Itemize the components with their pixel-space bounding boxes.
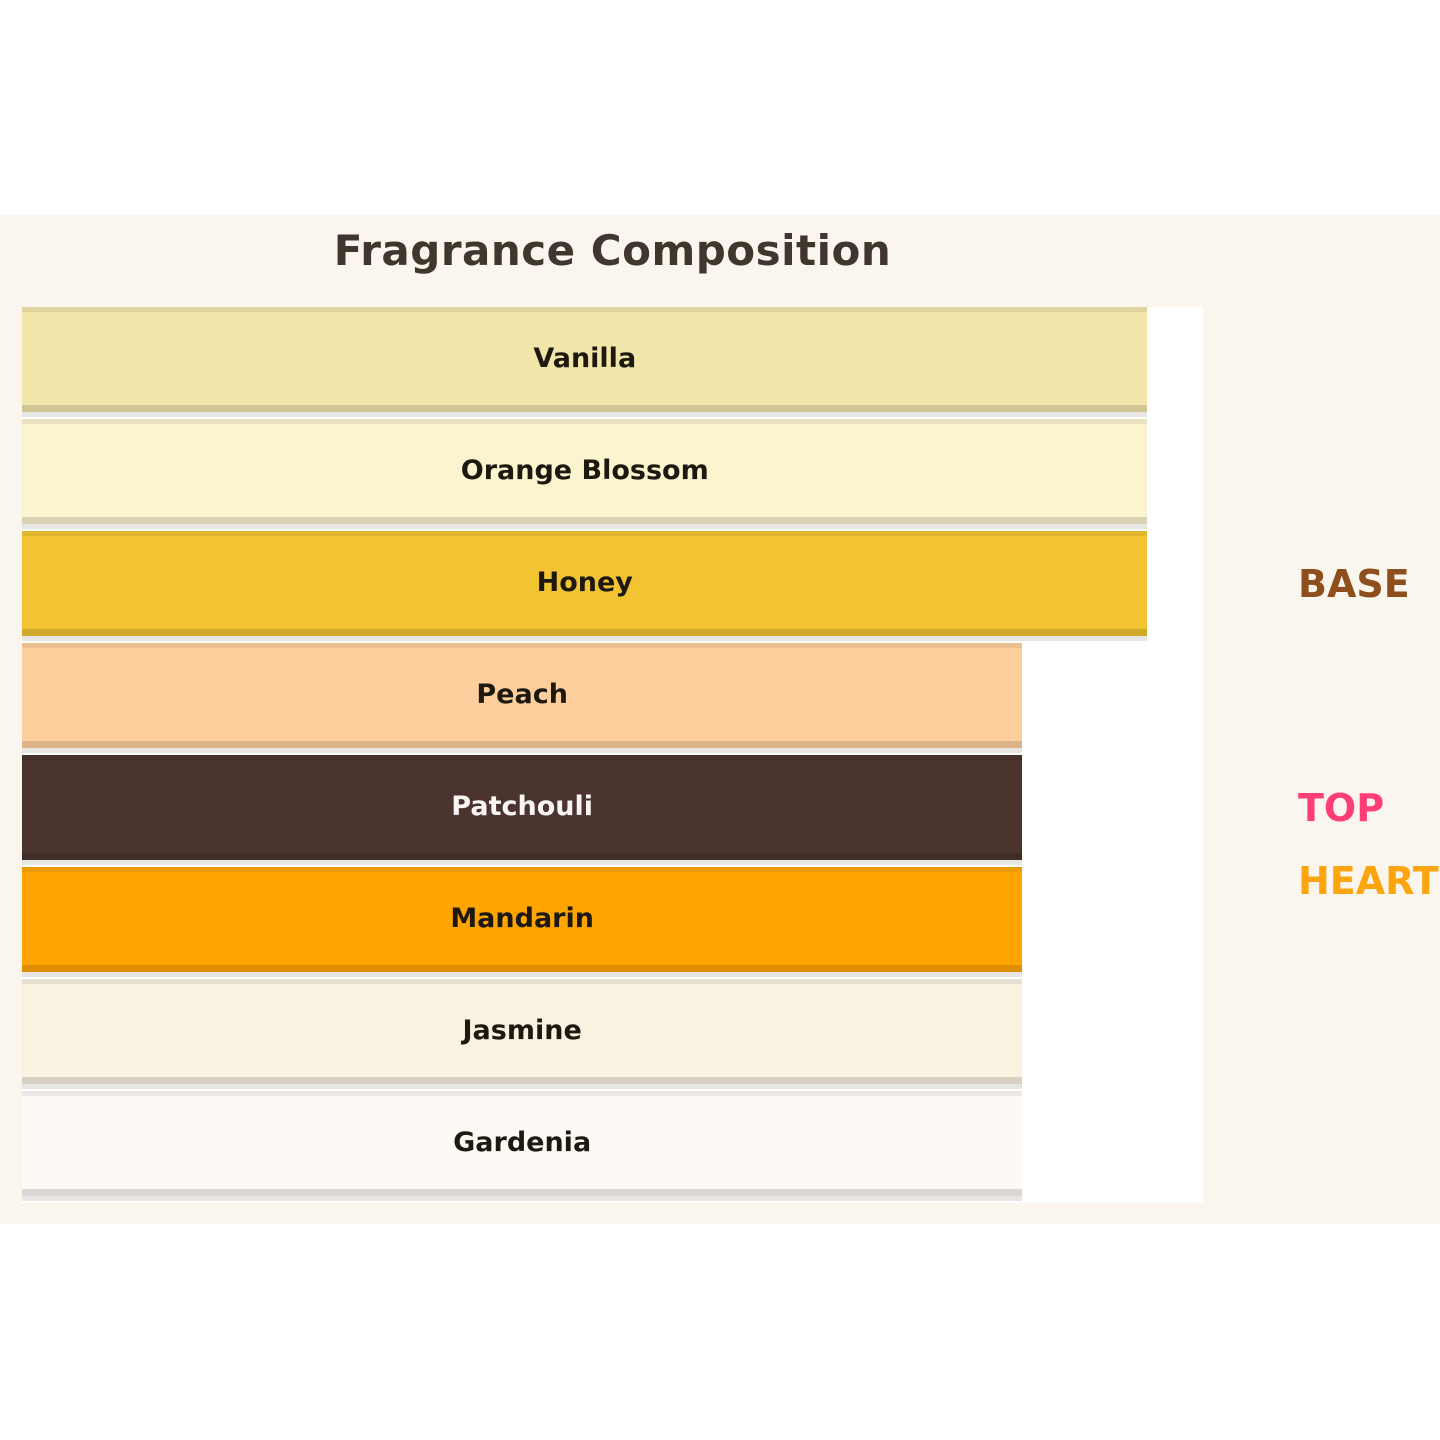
bar-label-honey: Honey <box>536 567 633 598</box>
bar-label-mandarin: Mandarin <box>450 903 594 934</box>
bar-label-orange-blossom: Orange Blossom <box>460 455 709 486</box>
bar-gardenia: Gardenia <box>22 1091 1023 1196</box>
bar-row: Jasmine <box>22 979 1203 1084</box>
bar-row: Patchouli <box>22 755 1203 860</box>
bar-row: Peach <box>22 643 1203 748</box>
bar-jasmine: Jasmine <box>22 979 1023 1084</box>
group-label-heart: HEART <box>1298 859 1439 903</box>
bar-orange-blossom: Orange Blossom <box>22 419 1148 524</box>
bar-honey: Honey <box>22 531 1148 636</box>
bar-label-jasmine: Jasmine <box>462 1015 582 1046</box>
group-label-base: BASE <box>1298 562 1410 606</box>
bar-mandarin: Mandarin <box>22 867 1023 972</box>
bar-label-gardenia: Gardenia <box>453 1127 592 1158</box>
group-label-top: TOP <box>1298 786 1385 830</box>
plot-area: Vanilla Orange Blossom Honey Peach Patch… <box>22 307 1203 1203</box>
bar-row: Gardenia <box>22 1091 1203 1196</box>
bar-row: Orange Blossom <box>22 419 1203 524</box>
bar-patchouli: Patchouli <box>22 755 1023 860</box>
bar-label-patchouli: Patchouli <box>451 791 593 822</box>
bar-label-vanilla: Vanilla <box>533 343 637 374</box>
bar-row: Vanilla <box>22 307 1203 412</box>
bar-row: Mandarin <box>22 867 1203 972</box>
chart-title: Fragrance Composition <box>333 226 892 275</box>
bar-row: Honey <box>22 531 1203 636</box>
bar-peach: Peach <box>22 643 1023 748</box>
bar-vanilla: Vanilla <box>22 307 1148 412</box>
bar-label-peach: Peach <box>476 679 568 710</box>
